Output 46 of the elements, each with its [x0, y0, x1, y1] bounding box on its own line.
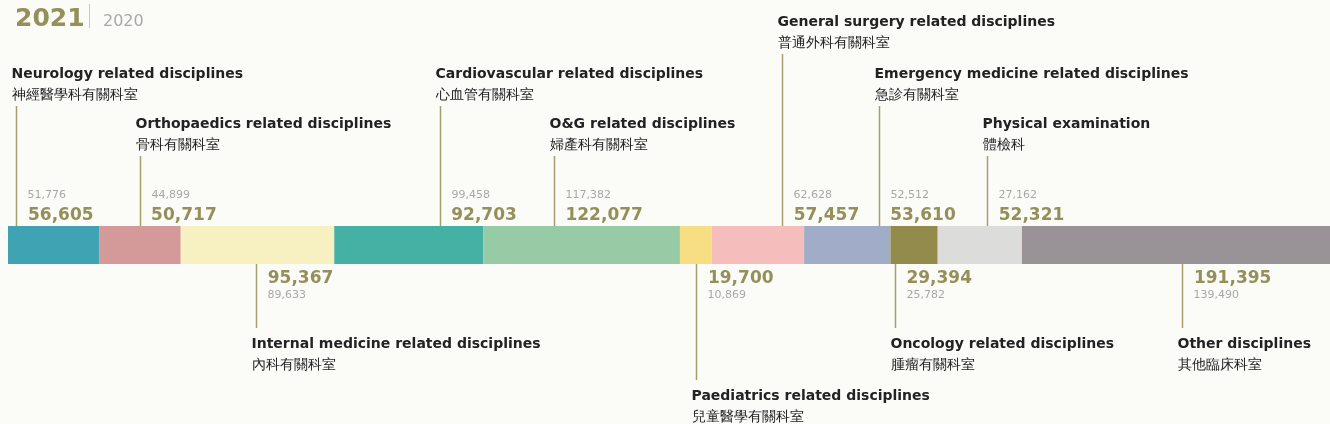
data-label: 122,077 — [565, 203, 643, 224]
text: Internal medicine related disciplines 內科有關科室 — [251, 334, 541, 372]
text: 51,776 — [27, 188, 66, 201]
text: 27,162 — [998, 188, 1037, 201]
text: O&G related disciplines 婦產科有關科室 — [549, 114, 736, 152]
bar — [99, 226, 181, 264]
text: 52,512 — [890, 188, 929, 201]
text: Neurology related disciplines 神經醫學科有關科室 — [11, 64, 244, 102]
data-label: 52,321 — [998, 203, 1065, 224]
text: 25,782 — [906, 288, 945, 301]
data-label: 19,700 — [707, 266, 774, 287]
bar — [8, 226, 100, 264]
data-label: 29,394 — [906, 266, 973, 287]
bar — [804, 226, 891, 264]
text: 10,869 — [707, 288, 746, 301]
text: 89,633 — [267, 288, 306, 301]
data-label: 56,605 — [28, 203, 94, 224]
chart-title: 2021 — [15, 3, 85, 32]
data-label: 50,717 — [151, 203, 217, 224]
bar — [180, 226, 335, 264]
text: 139,490 — [1193, 288, 1239, 301]
text: General surgery related disciplines 普通外科有關科室 — [777, 12, 1055, 50]
text: 44,899 — [151, 188, 190, 201]
text: Paediatrics related disciplines 兒童醫學有關科室 — [691, 386, 930, 424]
bar — [483, 226, 680, 264]
text: Cardiovascular related disciplines 心血管有關科室 — [434, 64, 704, 102]
text: Other disciplines 其他臨床科室 — [1177, 334, 1311, 372]
text: Oncology related disciplines 腫瘤有關科室 — [890, 334, 1115, 372]
bar — [711, 226, 805, 264]
text: 99,458 — [451, 188, 490, 201]
bar — [890, 226, 938, 264]
chart-subtitle: 2020 — [103, 10, 144, 30]
data-label: 92,703 — [451, 203, 517, 224]
text: Orthopaedics related disciplines 骨科有關科室 — [135, 114, 392, 152]
bar — [334, 226, 484, 264]
bar — [679, 226, 712, 264]
data-label: 191,395 — [1193, 266, 1272, 287]
data-label: 95,367 — [267, 266, 334, 287]
bar — [1021, 226, 1330, 264]
text: Emergency medicine related disciplines 急診有關科室 — [873, 64, 1189, 102]
bar — [937, 226, 1022, 264]
data-label: 53,610 — [890, 203, 956, 224]
data-label: 57,457 — [793, 203, 860, 224]
text: 62,628 — [793, 188, 832, 201]
text: Physical examination 體檢科 — [982, 114, 1151, 152]
text: 117,382 — [565, 188, 611, 201]
